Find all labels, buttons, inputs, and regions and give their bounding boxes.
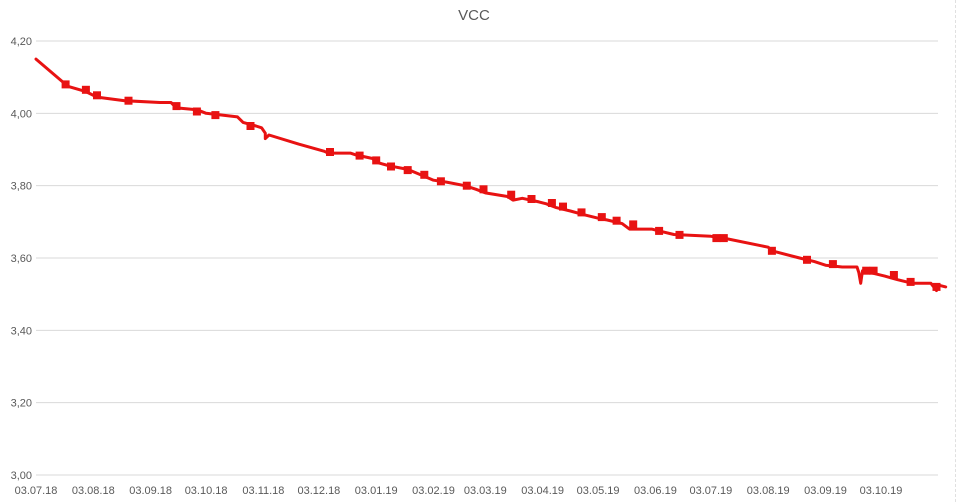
x-tick-label: 03.04.19 [521,485,564,497]
data-point-marker [436,177,445,186]
data-point-marker [577,208,586,217]
data-point-marker [889,271,898,279]
chart-title: VCC [458,7,490,24]
x-tick-label: 03.10.18 [185,485,228,497]
data-point-marker [387,162,395,171]
y-tick-label: 3,60 [11,253,32,265]
data-point-marker [403,166,412,175]
data-point-marker [462,181,471,190]
data-point-marker [869,266,878,275]
data-point-marker [862,266,871,275]
x-tick-label: 03.05.19 [577,485,620,497]
data-point-marker [93,91,101,100]
data-point-marker [246,122,255,130]
x-tick-label: 03.03.19 [464,485,507,497]
data-point-marker [906,277,915,286]
data-point-marker [612,216,621,225]
y-tick-label: 3,40 [11,325,32,337]
data-point-marker [629,220,638,229]
x-tick-label: 03.07.18 [15,485,58,497]
data-point-marker [527,195,536,203]
data-point-marker [479,185,488,194]
data-point-marker [803,255,811,264]
data-point-marker [719,234,728,243]
data-point-marker [355,151,364,160]
x-tick-label: 03.09.18 [129,485,172,497]
data-point-marker [420,170,429,179]
data-point-marker [326,148,334,156]
data-point-marker [372,156,381,165]
y-axis-tick-labels: 3,00 3,20 3,40 3,60 3,80 4,00 4,20 [11,36,32,482]
x-tick-label: 03.10.19 [860,485,903,497]
data-point-marker [828,260,837,269]
data-point-marker [192,107,201,116]
data-point-marker [655,226,664,235]
data-point-marker [597,213,606,222]
data-point-marker [61,80,70,89]
data-point-marker [547,199,556,207]
x-tick-label: 03.06.19 [634,485,677,497]
data-point-marker [211,111,220,120]
x-tick-label: 03.11.18 [242,485,284,497]
y-tick-label: 3,20 [11,398,32,410]
data-point-marker [559,202,567,211]
data-point-marker [124,96,133,105]
data-point-marker [172,102,181,111]
x-tick-label: 03.02.19 [412,485,455,497]
x-tick-label: 03.07.19 [689,485,732,497]
y-tick-label: 3,00 [11,470,32,482]
data-point-marker [767,246,776,255]
data-point-marker [507,190,516,199]
y-tick-label: 4,00 [11,108,32,120]
data-point-marker [712,234,721,243]
data-point-marker [675,230,684,239]
series-vcc [34,57,948,293]
data-point-marker [932,282,941,291]
x-tick-label: 03.12.18 [297,485,340,497]
x-tick-label: 03.01.19 [355,485,398,497]
y-tick-label: 3,80 [11,181,32,193]
data-point-marker [81,85,90,94]
y-tick-label: 4,20 [11,36,32,48]
x-tick-label: 03.09.19 [804,485,847,497]
x-axis-tick-labels: 03.07.18 03.08.18 03.09.18 03.10.18 03.11.18… [15,485,903,497]
x-tick-label: 03.08.19 [747,485,790,497]
x-tick-label: 03.08.18 [72,485,115,497]
